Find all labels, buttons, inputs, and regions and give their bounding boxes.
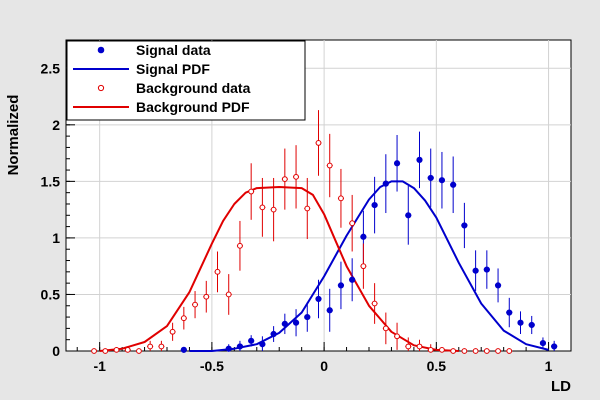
legend: Signal data Signal PDF Background data Back… — [66, 40, 306, 121]
x-axis-label: LD — [551, 378, 571, 395]
background-pdf-curve — [99, 186, 459, 352]
y-tick-label: 1 — [52, 230, 60, 246]
signal-data-point — [427, 174, 434, 182]
signal-data-point — [371, 202, 378, 209]
signal-data-point — [270, 330, 277, 338]
plot-marks — [91, 110, 558, 354]
signal-data-point — [292, 319, 300, 326]
signal-data-point — [349, 276, 356, 283]
signal-data-point — [494, 282, 502, 289]
background-data-point — [113, 346, 120, 353]
x-tick-label: 1 — [545, 358, 553, 374]
signal-data-point — [326, 307, 333, 314]
signal-data-point — [236, 343, 244, 350]
background-data-point — [102, 348, 109, 354]
background-data-point — [203, 293, 210, 300]
background-data-point — [259, 204, 266, 211]
signal-data-point — [259, 341, 266, 348]
signal-data-point — [382, 180, 389, 187]
signal-data-point — [315, 295, 322, 303]
axes: -1 -0.5 0 0.5 1 0 0.5 1 1.5 2 2.5 — [41, 45, 572, 374]
background-data-point — [338, 195, 344, 202]
background-data-point — [214, 268, 221, 275]
background-data-legend-label: Background data — [136, 80, 251, 96]
background-data-point — [394, 333, 400, 340]
background-pdf-legend-label: Background PDF — [136, 99, 250, 115]
background-data-point — [450, 348, 457, 354]
signal-data-point — [528, 321, 535, 329]
background-data-point — [192, 301, 198, 308]
x-tick-label: 0.5 — [427, 358, 447, 374]
background-data-point — [270, 206, 277, 213]
background-data-point — [237, 242, 243, 249]
background-data-point — [371, 300, 378, 307]
background-data-point — [360, 263, 367, 270]
signal-data-point — [405, 212, 412, 219]
background-data-legend-marker — [97, 84, 105, 92]
background-data-point — [472, 348, 479, 354]
signal-data-point — [180, 346, 187, 353]
signal-data-point — [225, 345, 232, 352]
background-data-point — [382, 325, 389, 332]
background-data-point — [169, 328, 176, 335]
y-tick-label: 1.5 — [41, 173, 61, 189]
background-data-point — [405, 343, 412, 350]
x-tick-label: 0 — [320, 358, 328, 374]
signal-data-point — [248, 337, 255, 344]
signal-data-legend-marker — [97, 46, 105, 54]
background-data-point — [136, 348, 142, 354]
background-data-point — [293, 173, 299, 180]
signal-data-point — [360, 233, 367, 240]
y-tick-label: 0 — [52, 343, 60, 359]
signal-data-point — [539, 339, 547, 347]
background-data-point — [506, 348, 513, 354]
signal-data-point — [337, 282, 345, 289]
background-data-point — [416, 343, 423, 350]
x-tick-label: -0.5 — [200, 358, 224, 374]
signal-data-point — [450, 181, 457, 188]
signal-data-group — [180, 131, 558, 353]
signal-data-point — [281, 320, 288, 327]
signal-data-point — [416, 156, 423, 163]
signal-data-point — [483, 266, 490, 273]
background-data-group — [91, 110, 513, 354]
background-data-point — [495, 348, 501, 354]
background-data-point — [248, 188, 255, 195]
background-data-point — [461, 348, 468, 354]
background-data-point — [180, 315, 187, 322]
signal-data-point — [472, 267, 479, 274]
background-data-point — [281, 176, 288, 183]
background-data-point — [439, 346, 445, 353]
y-tick-label: 2 — [52, 117, 60, 133]
y-tick-label: 2.5 — [41, 60, 61, 76]
background-data-point — [124, 346, 131, 353]
signal-data-point — [551, 343, 558, 350]
y-tick-label: 0.5 — [41, 286, 61, 302]
background-data-point — [147, 343, 154, 350]
signal-data-point — [506, 309, 513, 316]
background-data-point — [91, 348, 97, 354]
background-data-point — [315, 140, 322, 146]
background-data-point — [427, 346, 434, 353]
signal-data-point — [393, 160, 401, 167]
signal-data-point — [461, 222, 468, 229]
background-data-point — [304, 205, 311, 212]
background-data-point — [326, 162, 333, 169]
signal-data-point — [438, 177, 446, 184]
signal-pdf-legend-label: Signal PDF — [136, 61, 210, 77]
signal-data-point — [517, 319, 524, 326]
signal-data-legend-label: Signal data — [136, 42, 211, 58]
x-tick-label: -1 — [93, 358, 106, 374]
background-data-point — [349, 220, 356, 227]
y-axis-label: Normalized — [5, 95, 22, 176]
background-data-point — [158, 343, 165, 350]
background-data-point — [225, 291, 232, 298]
background-data-point — [483, 348, 490, 354]
signal-data-point — [304, 313, 311, 321]
